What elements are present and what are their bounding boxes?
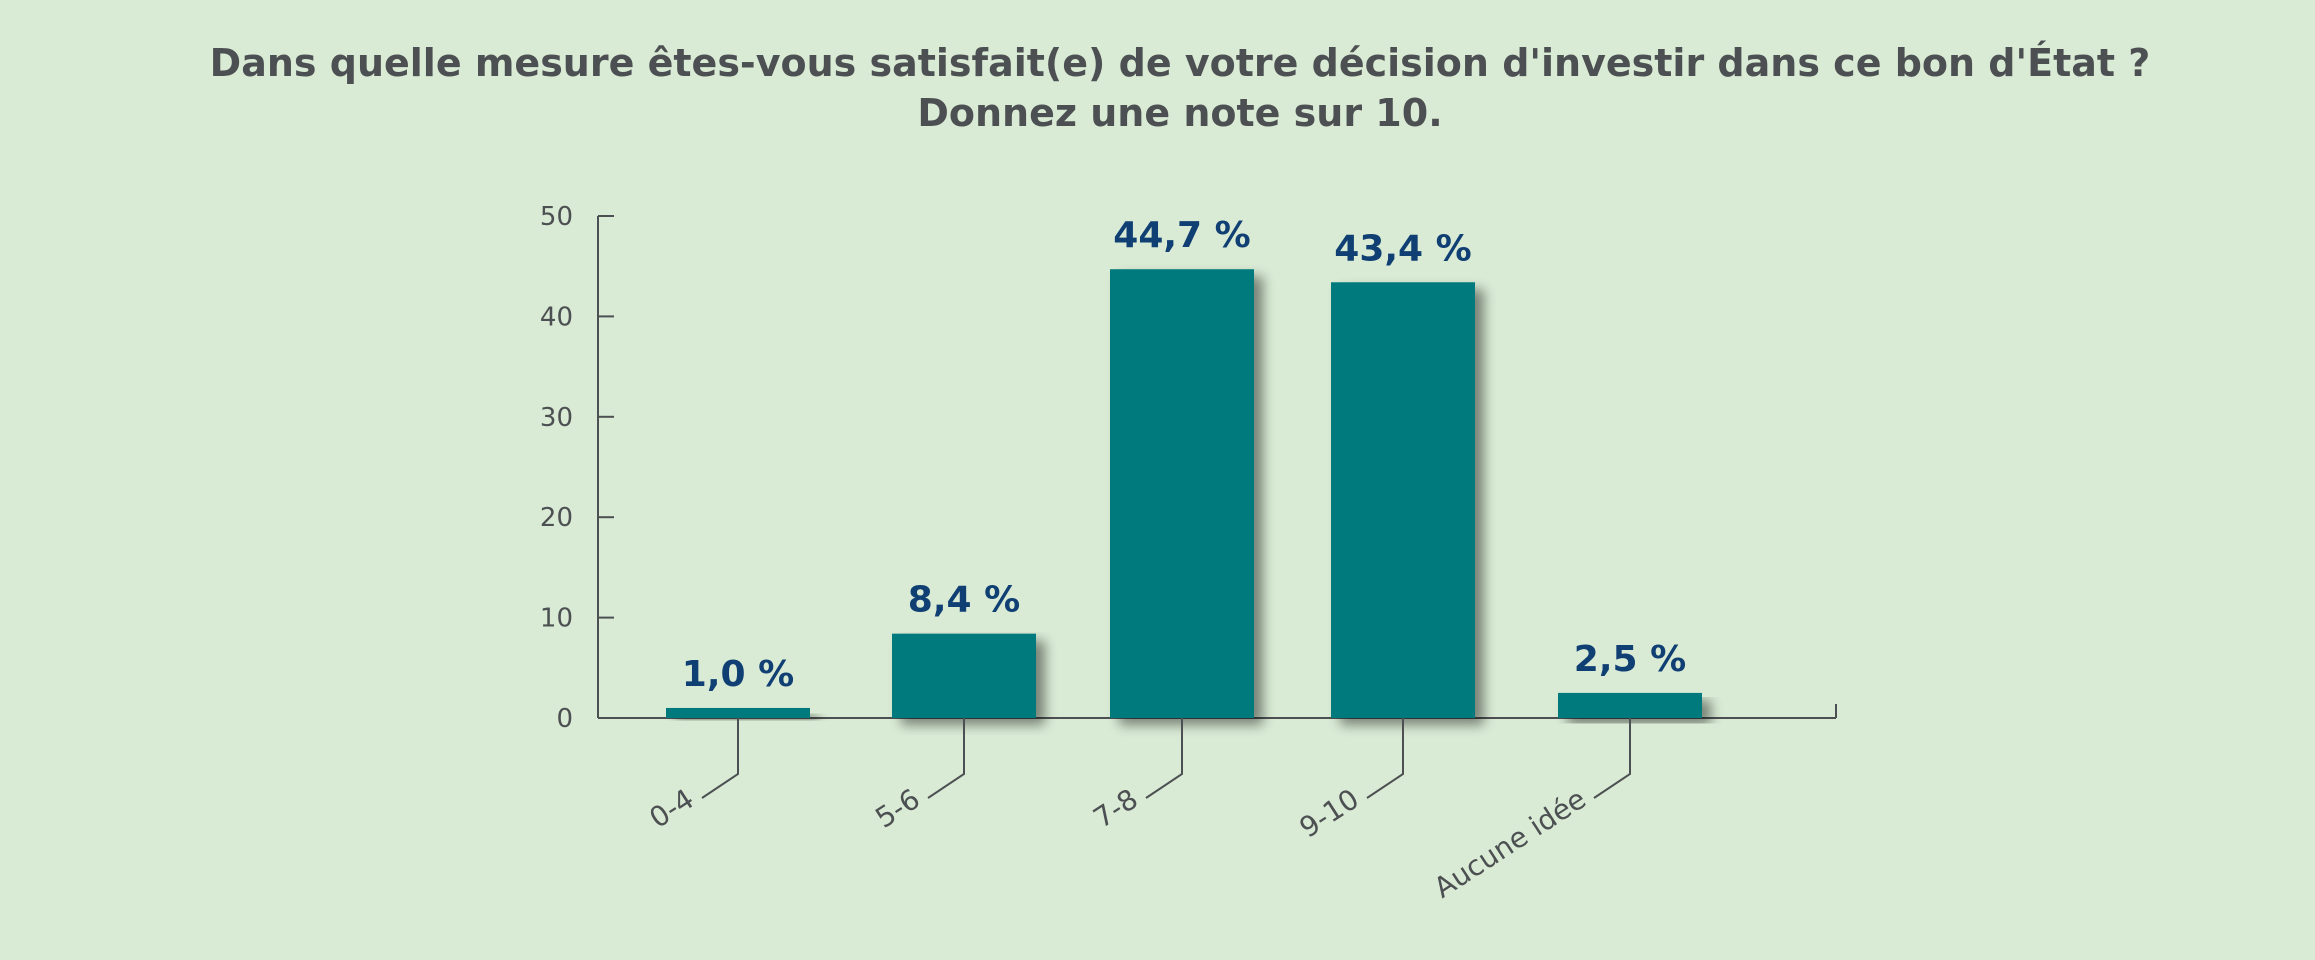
bar bbox=[892, 633, 1036, 718]
bar bbox=[1558, 692, 1702, 718]
bar bbox=[666, 707, 810, 718]
category-label: 5-6 bbox=[869, 782, 925, 835]
bar bbox=[1110, 269, 1254, 718]
category-leader-line bbox=[1593, 718, 1631, 799]
chart-title-line2: Donnez une note sur 10. bbox=[917, 91, 1442, 135]
category-label: Aucune idée bbox=[1428, 782, 1592, 904]
chart-title-line1: Dans quelle mesure êtes-vous satisfait(e… bbox=[210, 41, 2151, 85]
y-tick-label: 20 bbox=[540, 503, 573, 533]
category-label: 0-4 bbox=[643, 782, 699, 835]
category-labels: 0-4 5-6 7-8 9-10 Aucune idée bbox=[643, 718, 1631, 905]
bar bbox=[1331, 282, 1475, 718]
y-tick-label: 30 bbox=[540, 403, 573, 433]
category-leader-line bbox=[701, 718, 739, 799]
data-label: 43,4 % bbox=[1334, 228, 1471, 269]
category-label: 9-10 bbox=[1294, 782, 1365, 844]
y-tick-label: 40 bbox=[540, 302, 573, 332]
bars bbox=[666, 269, 1702, 718]
data-label: 8,4 % bbox=[908, 580, 1020, 621]
data-labels: 1,0 % 8,4 % 44,7 % 43,4 % 2,5 % bbox=[682, 215, 1686, 695]
data-label: 2,5 % bbox=[1574, 639, 1686, 680]
data-label: 1,0 % bbox=[682, 654, 794, 695]
y-tick-label: 10 bbox=[540, 604, 573, 634]
category-leader-line bbox=[927, 718, 965, 799]
category-leader-line bbox=[1366, 718, 1404, 799]
category-leader-line bbox=[1145, 718, 1183, 799]
y-tick-label: 50 bbox=[540, 202, 573, 232]
y-axis: 0 10 20 30 40 50 bbox=[540, 202, 614, 734]
y-tick-label: 0 bbox=[556, 704, 573, 734]
data-label: 44,7 % bbox=[1113, 215, 1250, 256]
category-label: 7-8 bbox=[1087, 782, 1143, 835]
